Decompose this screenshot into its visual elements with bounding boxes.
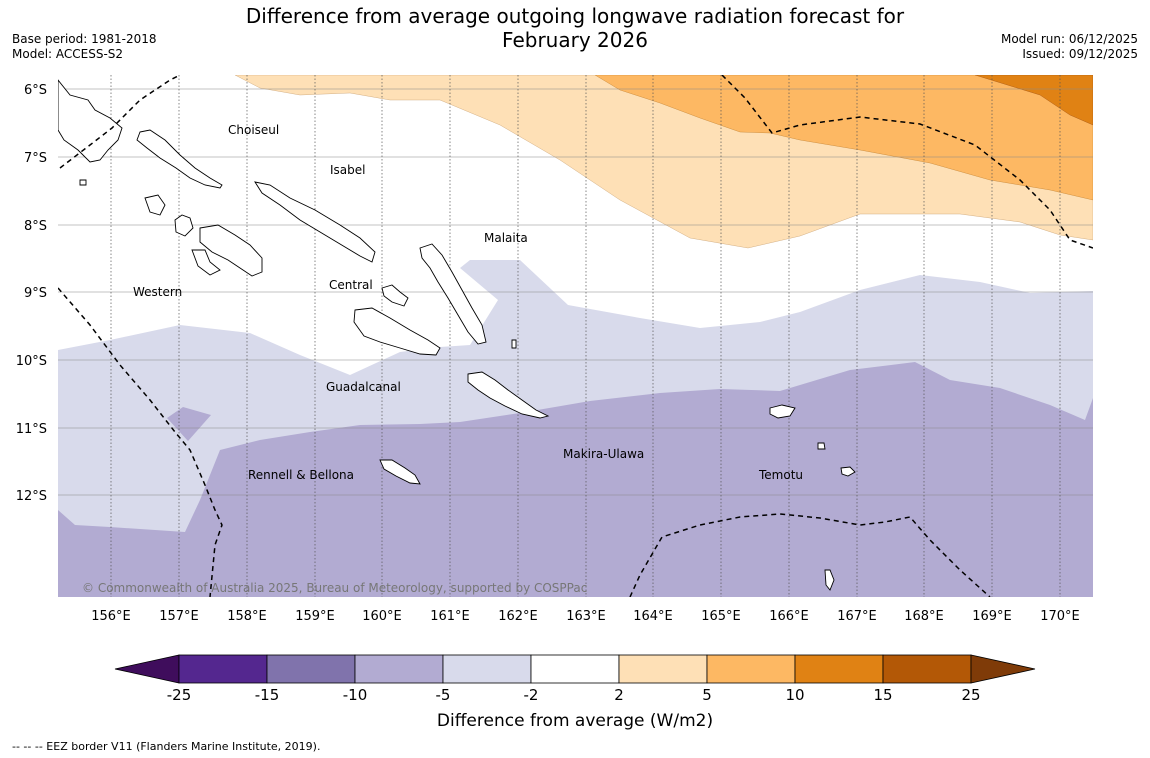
island-new-georgia-3 [199,224,263,277]
island-small-3 [511,339,517,349]
anomaly-minus10-to-minus5 [58,362,1093,597]
lat-label: 11°S [16,422,47,437]
island-malaita [419,243,487,345]
lon-grid [110,75,1061,597]
eez-line-north [59,75,181,169]
colorbar-extend-max [970,654,1036,684]
colorbar-tick-label: 15 [873,686,892,704]
island-small-2 [79,179,87,186]
lon-label: 167°E [837,609,877,624]
colorbar-tick-label: -15 [255,686,280,704]
lon-label: 160°E [362,609,402,624]
island-vanikoro [840,466,856,477]
lat-label: 8°S [24,219,47,234]
eez-line-northeast [721,75,1093,249]
colorbar-tick-label: -10 [343,686,368,704]
colorbar-segment [442,654,532,684]
colorbar-segment [530,654,620,684]
label-central: Central [329,278,373,292]
island-choiseul [136,129,223,189]
label-temotu: Temotu [758,468,803,482]
label-guadalcanal: Guadalcanal [326,380,401,394]
lon-label: 157°E [159,609,199,624]
colorbar-segment [178,654,268,684]
label-malaita: Malaita [484,231,528,245]
colorbar-tick-label: 2 [614,686,624,704]
island-makira [467,371,550,419]
model-run: Model run: 06/12/2025 [1000,32,1138,46]
lat-label: 9°S [24,286,47,301]
base-period: Base period: 1981-2018 [12,32,157,46]
colorbar-segment [618,654,708,684]
lon-label: 164°E [633,609,673,624]
island-ndeni [769,404,796,419]
island-new-georgia-1 [144,194,166,216]
colorbar-tick-label: -5 [436,686,451,704]
lon-label: 159°E [295,609,335,624]
colorbar-title: Difference from average (W/m2) [437,711,713,731]
eez-border [58,75,1093,597]
anomaly-5-to-10 [594,75,1093,201]
colorbar-segment [882,654,972,684]
coastlines [58,79,856,591]
island-nggela [381,284,409,307]
lon-label: 158°E [227,609,267,624]
lon-label: 166°E [769,609,809,624]
map-title-line2: February 2026 [502,28,648,52]
island-new-georgia-2 [174,214,194,237]
label-choiseul: Choiseul [228,123,279,137]
colorbar: -25 -15 -10 -5 -2 2 5 10 15 25 Difference from av… [114,654,1036,731]
colorbar-extend-min [114,654,180,684]
eez-line-south [629,513,991,597]
model-name: Model: ACCESS-S2 [12,47,124,61]
colorbar-segment [354,654,444,684]
label-rennell-bellona: Rennell & Bellona [248,468,354,482]
colorbar-segment [794,654,884,684]
colorbar-tick-label: -2 [524,686,539,704]
island-isabel [254,181,376,263]
eez-legend-note: -- -- -- EEZ border V11 (Flanders Marine… [12,740,321,753]
label-makira-ulawa: Makira-Ulawa [563,447,644,461]
label-isabel: Isabel [330,163,365,177]
lon-label: 163°E [566,609,606,624]
island-rennell [379,459,421,485]
anomaly-minus10-island [167,407,211,441]
lon-labels: 156°E 157°E 158°E 159°E 160°E 161°E 162°… [91,609,1080,624]
colorbar-tick-label: 10 [785,686,804,704]
issued-date: Issued: 09/12/2025 [1022,47,1138,61]
lat-labels: 6°S 7°S 8°S 9°S 10°S 11°S 12°S [16,83,47,504]
lon-label: 161°E [430,609,470,624]
island-bougainville [58,79,123,163]
anomaly-10-to-15 [974,75,1093,126]
island-vella [191,249,221,276]
island-utupua [817,442,826,450]
lat-label: 7°S [24,151,47,166]
lon-label: 165°E [701,609,741,624]
lon-label: 162°E [498,609,538,624]
island-guadalcanal [353,307,441,356]
lat-label: 10°S [16,354,47,369]
lon-label: 156°E [91,609,131,624]
colorbar-segment [706,654,796,684]
copyright-notice: © Commonwealth of Australia 2025, Bureau… [82,581,587,595]
lat-grid [58,88,1093,496]
region-labels: Choiseul Isabel Malaita Western Central … [133,123,803,482]
lat-label: 12°S [16,489,47,504]
colorbar-segment [266,654,356,684]
map-panel: Choiseul Isabel Malaita Western Central … [58,75,1093,597]
label-western: Western [133,285,182,299]
map-title-line1: Difference from average outgoing longwav… [245,4,905,28]
meta-right: Model run: 06/12/2025 Issued: 09/12/2025 [1001,32,1138,62]
colorbar-tick-label: 25 [961,686,980,704]
island-small-1 [824,569,835,591]
colorbar-tick-label: -25 [167,686,192,704]
lat-label: 6°S [24,83,47,98]
colorbar-tick-label: 5 [702,686,712,704]
meta-left: Base period: 1981-2018 Model: ACCESS-S2 [12,32,157,62]
lon-label: 170°E [1040,609,1080,624]
lon-label: 169°E [972,609,1012,624]
lon-label: 168°E [904,609,944,624]
eez-line-west [58,287,223,597]
